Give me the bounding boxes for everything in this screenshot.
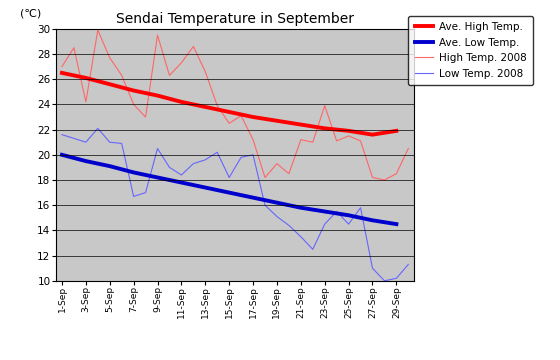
High Temp. 2008 xyxy=(297,138,304,142)
Low Temp. 2008 xyxy=(190,161,197,166)
Low Temp. 2008 xyxy=(393,276,400,280)
Ave. High Temp. xyxy=(321,126,328,130)
Low Temp. 2008 xyxy=(297,235,304,239)
High Temp. 2008 xyxy=(333,139,340,143)
Low Temp. 2008 xyxy=(321,222,328,226)
Ave. Low Temp. xyxy=(369,218,376,222)
Low Temp. 2008 xyxy=(274,214,281,219)
High Temp. 2008 xyxy=(202,69,209,74)
Low Temp. 2008 xyxy=(286,223,292,228)
High Temp. 2008 xyxy=(381,178,388,182)
High Temp. 2008 xyxy=(142,115,149,119)
Ave. Low Temp. xyxy=(82,159,89,163)
High Temp. 2008 xyxy=(106,55,113,60)
Low Temp. 2008 xyxy=(405,262,412,266)
High Temp. 2008 xyxy=(357,139,364,143)
Low Temp. 2008 xyxy=(310,247,316,251)
Low Temp. 2008 xyxy=(130,194,137,199)
Ave. High Temp. xyxy=(274,118,281,123)
High Temp. 2008 xyxy=(250,138,256,142)
Ave. High Temp. xyxy=(297,122,304,127)
Ave. Low Temp. xyxy=(274,201,281,205)
Low Temp. 2008 xyxy=(154,146,161,150)
Legend: Ave. High Temp., Ave. Low Temp., High Temp. 2008, Low Temp. 2008: Ave. High Temp., Ave. Low Temp., High Te… xyxy=(408,16,533,85)
Ave. High Temp. xyxy=(369,132,376,137)
Low Temp. 2008 xyxy=(106,140,113,144)
Ave. High Temp. xyxy=(82,76,89,80)
Low Temp. 2008 xyxy=(142,190,149,195)
Ave. High Temp. xyxy=(154,93,161,98)
Ave. High Temp. xyxy=(106,82,113,86)
Ave. High Temp. xyxy=(393,129,400,133)
High Temp. 2008 xyxy=(345,134,352,138)
Low Temp. 2008 xyxy=(95,126,101,130)
Low Temp. 2008 xyxy=(345,222,352,226)
Line: Low Temp. 2008: Low Temp. 2008 xyxy=(62,128,408,281)
Ave. Low Temp. xyxy=(321,209,328,213)
Ave. Low Temp. xyxy=(250,195,256,200)
High Temp. 2008 xyxy=(190,44,197,49)
High Temp. 2008 xyxy=(154,33,161,37)
Title: Sendai Temperature in September: Sendai Temperature in September xyxy=(116,12,354,26)
Ave. High Temp. xyxy=(59,71,66,75)
Ave. Low Temp. xyxy=(59,153,66,157)
High Temp. 2008 xyxy=(130,102,137,107)
High Temp. 2008 xyxy=(166,73,173,77)
Ave. High Temp. xyxy=(178,100,185,104)
Low Temp. 2008 xyxy=(250,153,256,157)
Ave. Low Temp. xyxy=(178,180,185,185)
High Temp. 2008 xyxy=(369,175,376,180)
Low Temp. 2008 xyxy=(381,279,388,283)
Ave. High Temp. xyxy=(345,129,352,133)
Ave. Low Temp. xyxy=(393,222,400,226)
Ave. Low Temp. xyxy=(202,185,209,190)
Ave. Low Temp. xyxy=(226,190,232,195)
Ave. High Temp. xyxy=(250,115,256,119)
Low Temp. 2008 xyxy=(333,209,340,213)
Low Temp. 2008 xyxy=(166,165,173,170)
High Temp. 2008 xyxy=(226,121,232,125)
High Temp. 2008 xyxy=(82,100,89,104)
High Temp. 2008 xyxy=(71,45,77,50)
Ave. Low Temp. xyxy=(297,206,304,210)
High Temp. 2008 xyxy=(262,175,268,180)
High Temp. 2008 xyxy=(59,64,66,69)
Ave. High Temp. xyxy=(202,105,209,109)
Low Temp. 2008 xyxy=(202,158,209,162)
High Temp. 2008 xyxy=(405,146,412,150)
Low Temp. 2008 xyxy=(82,140,89,144)
Low Temp. 2008 xyxy=(178,173,185,177)
Low Temp. 2008 xyxy=(238,155,245,159)
High Temp. 2008 xyxy=(214,103,221,108)
Ave. Low Temp. xyxy=(130,170,137,175)
Ave. Low Temp. xyxy=(154,175,161,180)
High Temp. 2008 xyxy=(238,113,245,118)
High Temp. 2008 xyxy=(95,28,101,32)
High Temp. 2008 xyxy=(178,60,185,65)
Low Temp. 2008 xyxy=(369,266,376,270)
Line: Ave. Low Temp.: Ave. Low Temp. xyxy=(62,155,396,224)
High Temp. 2008 xyxy=(274,161,281,166)
High Temp. 2008 xyxy=(393,171,400,176)
Ave. Low Temp. xyxy=(345,213,352,217)
Low Temp. 2008 xyxy=(357,206,364,210)
Ave. Low Temp. xyxy=(106,164,113,168)
High Temp. 2008 xyxy=(286,171,292,176)
Line: Ave. High Temp.: Ave. High Temp. xyxy=(62,73,396,135)
Low Temp. 2008 xyxy=(226,175,232,180)
Ave. High Temp. xyxy=(226,110,232,114)
Low Temp. 2008 xyxy=(118,141,125,145)
Text: (℃): (℃) xyxy=(20,9,41,19)
Low Temp. 2008 xyxy=(262,203,268,207)
Low Temp. 2008 xyxy=(214,150,221,154)
Line: High Temp. 2008: High Temp. 2008 xyxy=(62,30,408,180)
High Temp. 2008 xyxy=(310,140,316,144)
Low Temp. 2008 xyxy=(71,136,77,140)
High Temp. 2008 xyxy=(321,103,328,108)
High Temp. 2008 xyxy=(118,73,125,77)
Ave. High Temp. xyxy=(130,88,137,93)
Low Temp. 2008 xyxy=(59,132,66,137)
